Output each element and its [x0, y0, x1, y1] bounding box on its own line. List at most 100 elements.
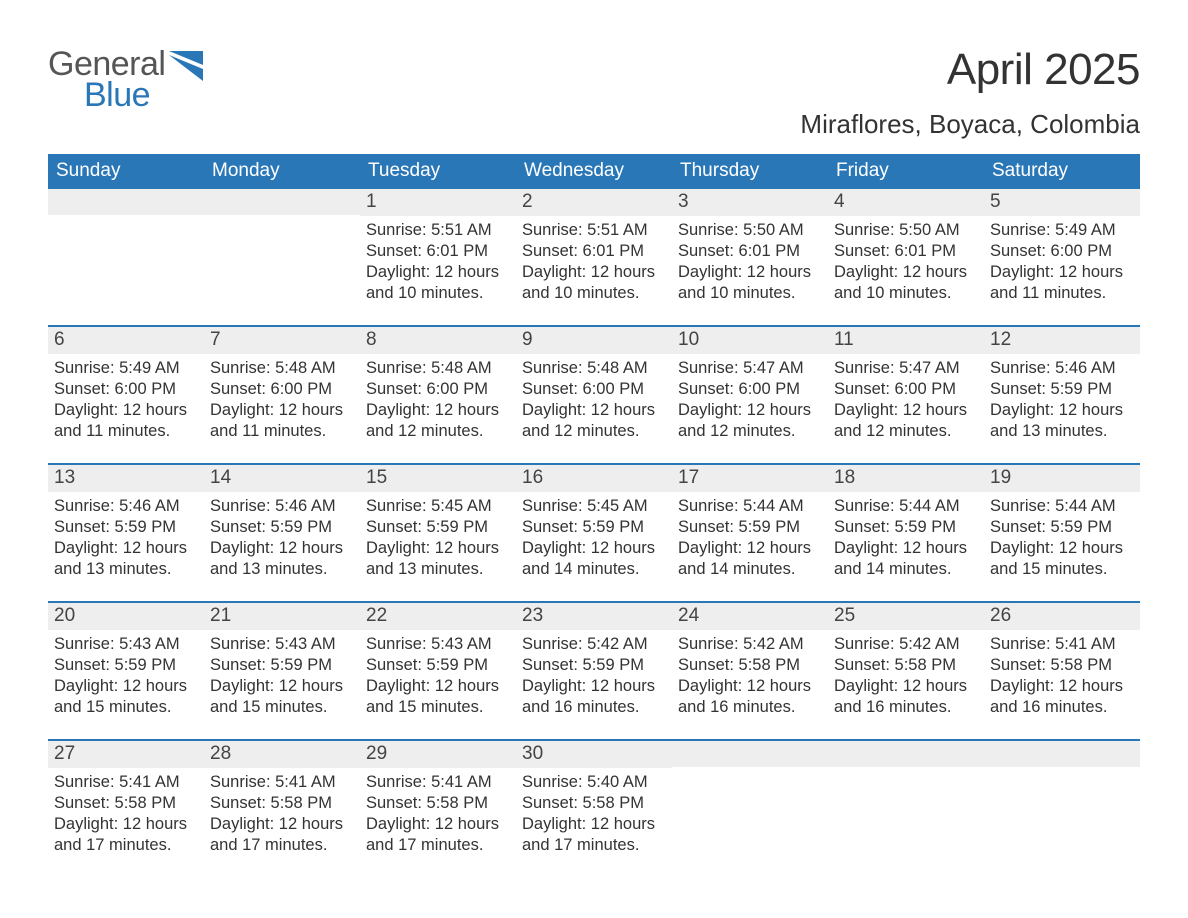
sunset-text: Sunset: 5:59 PM — [990, 517, 1134, 538]
calendar-day: 5Sunrise: 5:49 AMSunset: 6:00 PMDaylight… — [984, 189, 1140, 307]
sunset-text: Sunset: 5:59 PM — [522, 517, 666, 538]
sunrise-text: Sunrise: 5:49 AM — [990, 220, 1134, 241]
sunset-text: Sunset: 5:59 PM — [678, 517, 822, 538]
daylight-text: Daylight: 12 hours and 16 minutes. — [990, 676, 1134, 718]
daylight-text: Daylight: 12 hours and 17 minutes. — [210, 814, 354, 856]
day-details: Sunrise: 5:48 AMSunset: 6:00 PMDaylight:… — [204, 354, 360, 444]
sunrise-text: Sunrise: 5:47 AM — [834, 358, 978, 379]
day-number: 1 — [360, 189, 516, 216]
sunset-text: Sunset: 6:00 PM — [54, 379, 198, 400]
day-details: Sunrise: 5:48 AMSunset: 6:00 PMDaylight:… — [516, 354, 672, 444]
sunrise-text: Sunrise: 5:44 AM — [990, 496, 1134, 517]
sunrise-text: Sunrise: 5:42 AM — [834, 634, 978, 655]
calendar-day: 4Sunrise: 5:50 AMSunset: 6:01 PMDaylight… — [828, 189, 984, 307]
sunset-text: Sunset: 5:59 PM — [54, 655, 198, 676]
daylight-text: Daylight: 12 hours and 14 minutes. — [678, 538, 822, 580]
day-number: 11 — [828, 327, 984, 354]
sunrise-text: Sunrise: 5:50 AM — [834, 220, 978, 241]
dow-monday: Monday — [204, 154, 360, 189]
day-number — [828, 741, 984, 767]
day-of-week-header: Sunday Monday Tuesday Wednesday Thursday… — [48, 154, 1140, 189]
sunset-text: Sunset: 5:59 PM — [522, 655, 666, 676]
day-details: Sunrise: 5:42 AMSunset: 5:59 PMDaylight:… — [516, 630, 672, 720]
day-number: 15 — [360, 465, 516, 492]
sunset-text: Sunset: 6:01 PM — [834, 241, 978, 262]
day-details: Sunrise: 5:46 AMSunset: 5:59 PMDaylight:… — [984, 354, 1140, 444]
dow-wednesday: Wednesday — [516, 154, 672, 189]
sunset-text: Sunset: 5:58 PM — [990, 655, 1134, 676]
daylight-text: Daylight: 12 hours and 12 minutes. — [522, 400, 666, 442]
title-block: April 2025 Miraflores, Boyaca, Colombia — [800, 45, 1140, 140]
day-number: 8 — [360, 327, 516, 354]
day-details: Sunrise: 5:43 AMSunset: 5:59 PMDaylight:… — [204, 630, 360, 720]
day-number: 30 — [516, 741, 672, 768]
daylight-text: Daylight: 12 hours and 11 minutes. — [990, 262, 1134, 304]
day-details: Sunrise: 5:41 AMSunset: 5:58 PMDaylight:… — [48, 768, 204, 858]
day-number: 19 — [984, 465, 1140, 492]
sunset-text: Sunset: 5:59 PM — [210, 517, 354, 538]
sunset-text: Sunset: 5:58 PM — [522, 793, 666, 814]
calendar-day: 16Sunrise: 5:45 AMSunset: 5:59 PMDayligh… — [516, 465, 672, 583]
daylight-text: Daylight: 12 hours and 11 minutes. — [54, 400, 198, 442]
day-number: 13 — [48, 465, 204, 492]
daylight-text: Daylight: 12 hours and 15 minutes. — [210, 676, 354, 718]
day-number: 21 — [204, 603, 360, 630]
daylight-text: Daylight: 12 hours and 17 minutes. — [522, 814, 666, 856]
daylight-text: Daylight: 12 hours and 15 minutes. — [366, 676, 510, 718]
day-number: 7 — [204, 327, 360, 354]
sunset-text: Sunset: 5:58 PM — [54, 793, 198, 814]
day-details: Sunrise: 5:50 AMSunset: 6:01 PMDaylight:… — [672, 216, 828, 306]
sunrise-text: Sunrise: 5:51 AM — [522, 220, 666, 241]
calendar-day: 20Sunrise: 5:43 AMSunset: 5:59 PMDayligh… — [48, 603, 204, 721]
sunrise-text: Sunrise: 5:44 AM — [678, 496, 822, 517]
brand-logo: General Blue — [48, 45, 203, 115]
sunset-text: Sunset: 6:01 PM — [522, 241, 666, 262]
day-details: Sunrise: 5:45 AMSunset: 5:59 PMDaylight:… — [516, 492, 672, 582]
calendar-day: 26Sunrise: 5:41 AMSunset: 5:58 PMDayligh… — [984, 603, 1140, 721]
day-details: Sunrise: 5:51 AMSunset: 6:01 PMDaylight:… — [360, 216, 516, 306]
calendar-week: 20Sunrise: 5:43 AMSunset: 5:59 PMDayligh… — [48, 601, 1140, 721]
calendar-day: 3Sunrise: 5:50 AMSunset: 6:01 PMDaylight… — [672, 189, 828, 307]
day-number: 28 — [204, 741, 360, 768]
calendar-day — [204, 189, 360, 307]
sunset-text: Sunset: 5:58 PM — [210, 793, 354, 814]
daylight-text: Daylight: 12 hours and 10 minutes. — [366, 262, 510, 304]
day-number: 14 — [204, 465, 360, 492]
day-number: 27 — [48, 741, 204, 768]
day-number: 4 — [828, 189, 984, 216]
dow-saturday: Saturday — [984, 154, 1140, 189]
day-details: Sunrise: 5:43 AMSunset: 5:59 PMDaylight:… — [360, 630, 516, 720]
sunrise-text: Sunrise: 5:43 AM — [366, 634, 510, 655]
calendar-day: 6Sunrise: 5:49 AMSunset: 6:00 PMDaylight… — [48, 327, 204, 445]
sunrise-text: Sunrise: 5:42 AM — [678, 634, 822, 655]
calendar-day: 14Sunrise: 5:46 AMSunset: 5:59 PMDayligh… — [204, 465, 360, 583]
sunrise-text: Sunrise: 5:41 AM — [990, 634, 1134, 655]
sunset-text: Sunset: 5:58 PM — [678, 655, 822, 676]
daylight-text: Daylight: 12 hours and 12 minutes. — [366, 400, 510, 442]
sunset-text: Sunset: 6:00 PM — [522, 379, 666, 400]
sunset-text: Sunset: 6:01 PM — [366, 241, 510, 262]
day-number — [204, 189, 360, 215]
day-details: Sunrise: 5:49 AMSunset: 6:00 PMDaylight:… — [984, 216, 1140, 306]
calendar-day — [828, 741, 984, 859]
sunrise-text: Sunrise: 5:43 AM — [210, 634, 354, 655]
sunrise-text: Sunrise: 5:43 AM — [54, 634, 198, 655]
calendar-day: 23Sunrise: 5:42 AMSunset: 5:59 PMDayligh… — [516, 603, 672, 721]
daylight-text: Daylight: 12 hours and 13 minutes. — [366, 538, 510, 580]
calendar-week: 13Sunrise: 5:46 AMSunset: 5:59 PMDayligh… — [48, 463, 1140, 583]
day-number: 22 — [360, 603, 516, 630]
header: General Blue April 2025 Miraflores, Boya… — [48, 45, 1140, 140]
calendar-day — [48, 189, 204, 307]
sunset-text: Sunset: 6:00 PM — [990, 241, 1134, 262]
calendar-day: 18Sunrise: 5:44 AMSunset: 5:59 PMDayligh… — [828, 465, 984, 583]
calendar-day: 17Sunrise: 5:44 AMSunset: 5:59 PMDayligh… — [672, 465, 828, 583]
calendar-day: 29Sunrise: 5:41 AMSunset: 5:58 PMDayligh… — [360, 741, 516, 859]
sunrise-text: Sunrise: 5:40 AM — [522, 772, 666, 793]
calendar-day: 2Sunrise: 5:51 AMSunset: 6:01 PMDaylight… — [516, 189, 672, 307]
sunrise-text: Sunrise: 5:50 AM — [678, 220, 822, 241]
day-number: 20 — [48, 603, 204, 630]
daylight-text: Daylight: 12 hours and 13 minutes. — [990, 400, 1134, 442]
sunrise-text: Sunrise: 5:48 AM — [210, 358, 354, 379]
calendar-day — [672, 741, 828, 859]
calendar-day: 19Sunrise: 5:44 AMSunset: 5:59 PMDayligh… — [984, 465, 1140, 583]
